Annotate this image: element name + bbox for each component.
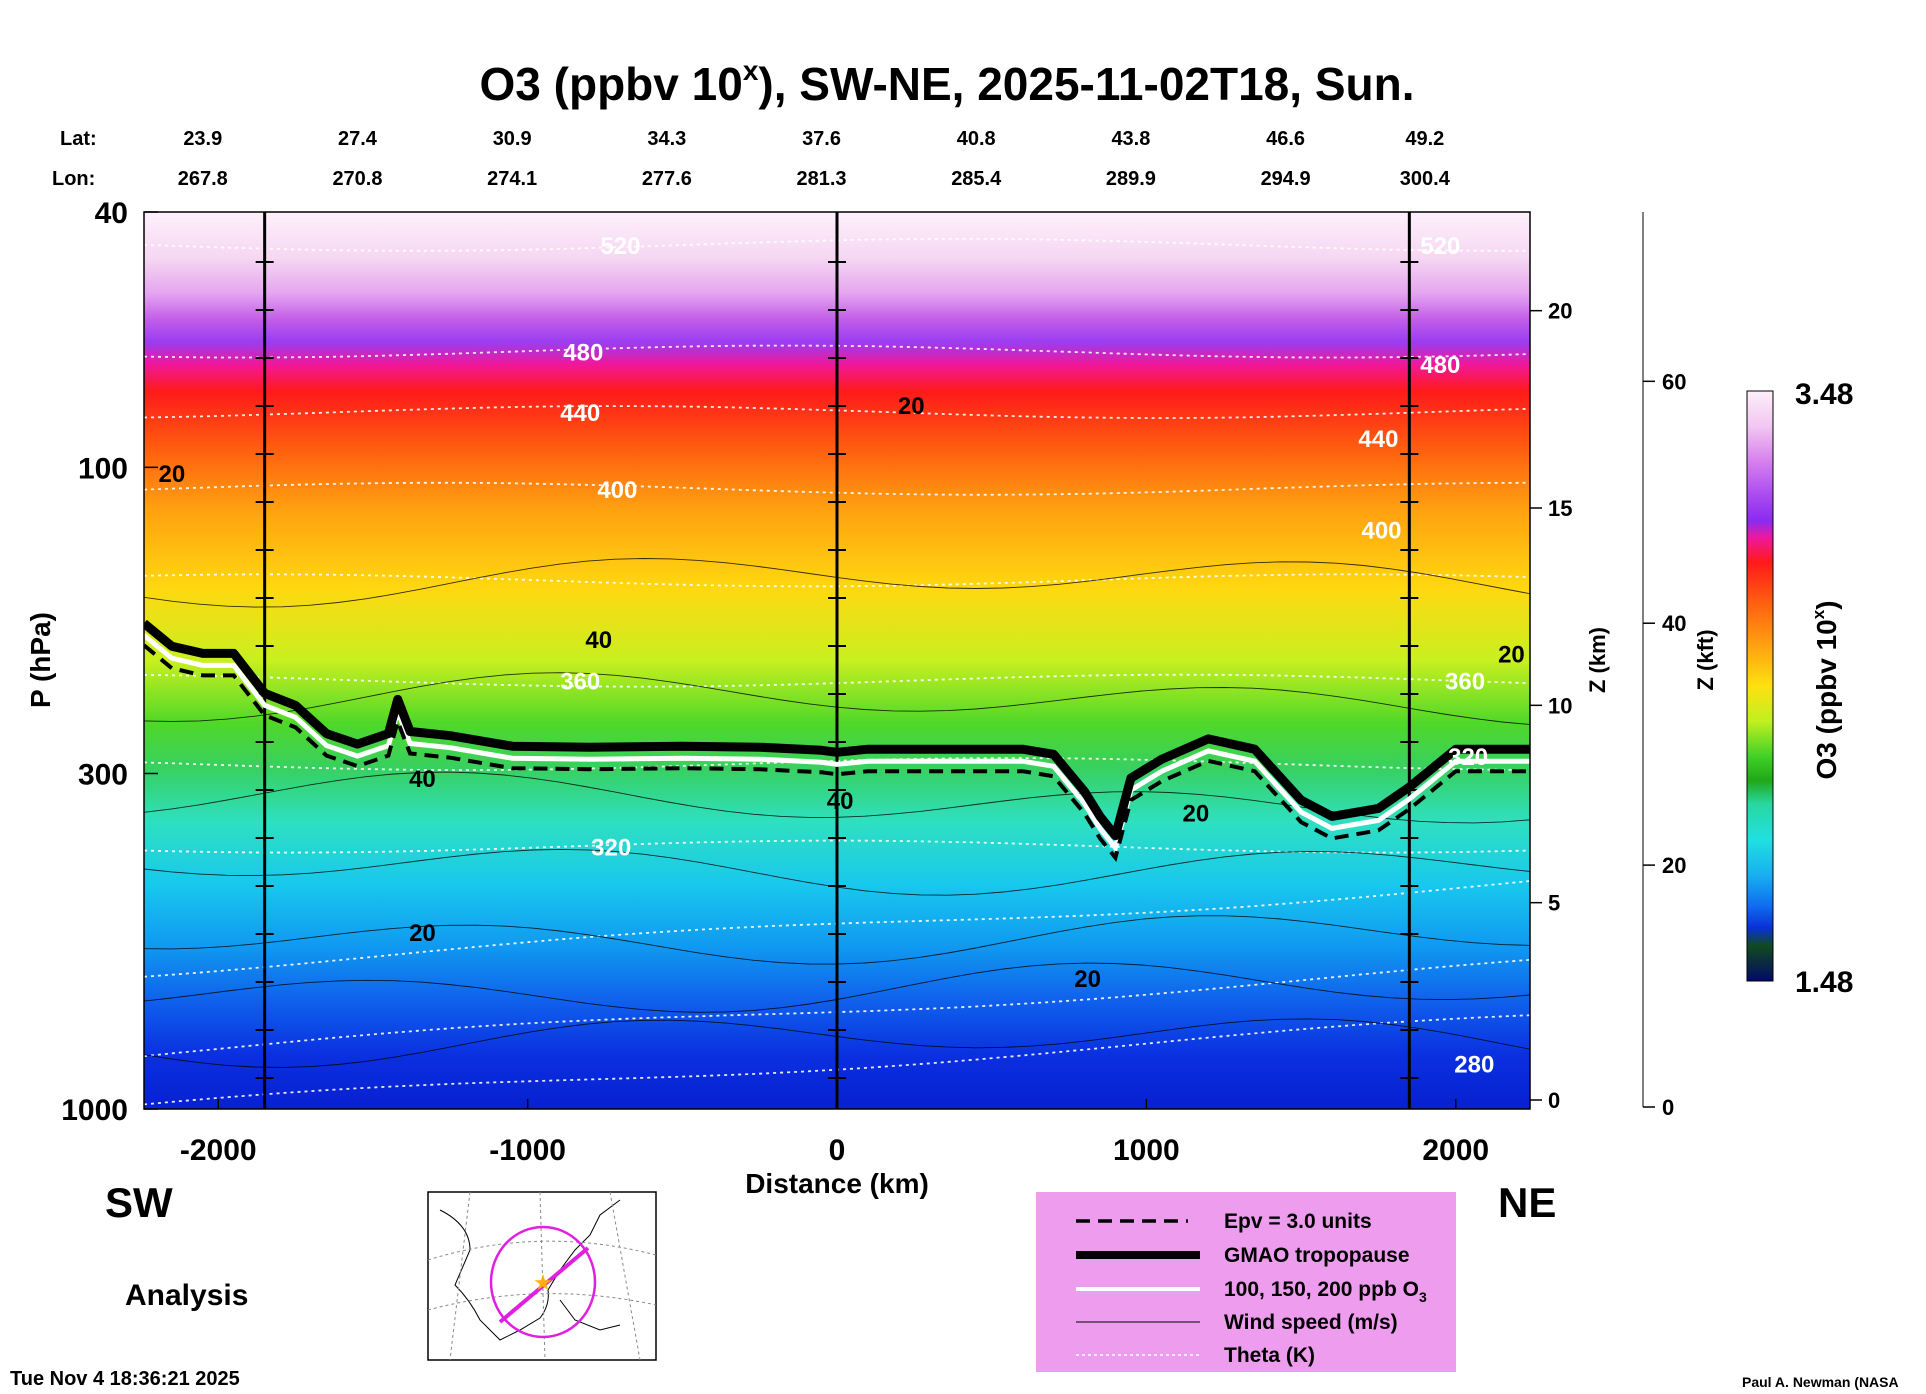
lon-value-7: 294.9	[1261, 168, 1311, 190]
z-km-tick-label-3: 15	[1548, 496, 1572, 521]
theta-label-11: 320	[1448, 744, 1488, 771]
lon-value-2: 274.1	[487, 168, 537, 190]
legend-label-ozone: 100, 150, 200 ppb O3	[1224, 1278, 1427, 1305]
z-km-tick-label-1: 5	[1548, 891, 1560, 916]
tropopause-line	[144, 619, 1530, 841]
theta-label-5: 320	[591, 835, 631, 862]
wind-label-8: 40	[827, 788, 854, 815]
z-kft-label: Z (kft)	[1693, 629, 1718, 690]
lon-value-6: 289.9	[1106, 168, 1156, 190]
x-axis-label: Distance (km)	[745, 1168, 929, 1199]
theta-label-9: 400	[1361, 518, 1401, 545]
lat-value-7: 46.6	[1266, 128, 1305, 150]
y-axis-label: P (hPa)	[25, 612, 56, 708]
lat-value-3: 34.3	[647, 128, 686, 150]
x-axis: -2000 -1000 0 1000 2000	[180, 1099, 1489, 1167]
lat-value-5: 40.8	[957, 128, 996, 150]
lon-label: Lon:	[52, 168, 95, 190]
wind-label-5: 20	[1074, 966, 1101, 993]
graticule	[427, 1191, 657, 1361]
z-km-axis: 0 5 10 15 20	[1529, 212, 1572, 1113]
inset-map: ★	[427, 1191, 657, 1361]
center-star-icon: ★	[533, 1270, 553, 1295]
colorbar	[1746, 390, 1774, 982]
range-circle	[489, 1225, 597, 1339]
lat-value-8: 49.2	[1405, 128, 1444, 150]
legend: Epv = 3.0 units GMAO tropopause 100, 150…	[1036, 1192, 1456, 1372]
theta-label-2: 440	[560, 400, 600, 427]
epv-contour	[144, 643, 1530, 863]
y-tick-label-0: 40	[95, 197, 128, 230]
x-tick-label-4: 2000	[1422, 1134, 1489, 1167]
x-tick-label-3: 1000	[1113, 1134, 1180, 1167]
y-tick-label-3: 1000	[61, 1094, 128, 1127]
theta-label-1: 480	[563, 340, 603, 367]
y-axis: 40 100 300 1000	[61, 197, 158, 1127]
lon-value-8: 300.4	[1400, 168, 1451, 190]
transect-line	[498, 1246, 590, 1324]
z-kft-tick-label-1: 20	[1662, 853, 1686, 878]
lat-label: Lat:	[60, 128, 97, 150]
z-kft-tick-label-3: 60	[1662, 369, 1686, 394]
theta-label-6: 520	[1420, 233, 1460, 260]
wind-label-2: 40	[585, 627, 612, 654]
theta-labels: 520 480 440 400 360 320 520 480 440 400 360 320 280	[560, 233, 1494, 1079]
colorbar-label: O3 (ppbv 10x)	[1809, 600, 1842, 779]
z-km-label: Z (km)	[1585, 627, 1610, 693]
coastline	[439, 1199, 621, 1341]
z-kft-tick-label-2: 40	[1662, 611, 1686, 636]
sw-label: SW	[105, 1179, 173, 1226]
theta-label-12: 280	[1454, 1052, 1494, 1079]
legend-label-tropopause: GMAO tropopause	[1224, 1244, 1410, 1267]
x-tick-label-0: -2000	[180, 1134, 257, 1167]
legend-label-theta: Theta (K)	[1224, 1344, 1315, 1367]
lon-value-0: 267.8	[178, 168, 228, 190]
colorbar-min: 1.48	[1795, 966, 1853, 999]
lon-value-5: 285.4	[951, 168, 1002, 190]
chart-title: O3 (ppbv 10x), SW-NE, 2025-11-02T18, Sun…	[480, 55, 1415, 110]
z-kft-tick-label-0: 0	[1662, 1095, 1674, 1120]
lat-value-2: 30.9	[493, 128, 532, 150]
theta-label-0: 520	[600, 233, 640, 260]
legend-label-wind: Wind speed (m/s)	[1224, 1311, 1398, 1334]
lat-value-4: 37.6	[802, 128, 841, 150]
z-km-tick-label-4: 20	[1548, 299, 1572, 324]
ozone-contour-white	[144, 633, 1530, 854]
lat-value-0: 23.9	[183, 128, 222, 150]
plot-area: 520480440400360320520480440400360320280 …	[144, 212, 1530, 1109]
z-km-tick-label-2: 10	[1548, 693, 1572, 718]
z-km-tick-label-0: 0	[1548, 1088, 1560, 1113]
wind-label-6: 20	[1183, 800, 1210, 827]
lon-value-1: 270.8	[332, 168, 382, 190]
colorbar-max: 3.48	[1795, 378, 1853, 411]
legend-label-epv: Epv = 3.0 units	[1224, 1210, 1372, 1233]
vertical-markers	[255, 212, 1419, 1109]
y-tick-label-1: 100	[78, 452, 128, 485]
wind-label-4: 20	[409, 920, 436, 947]
y-tick-label-2: 300	[78, 758, 128, 791]
lon-value-3: 277.6	[642, 168, 692, 190]
wind-labels: 20 20 40 40 20 20 20 20 40	[158, 393, 1524, 993]
analysis-label: Analysis	[125, 1279, 248, 1312]
lat-value-6: 43.8	[1111, 128, 1150, 150]
theta-label-10: 360	[1445, 669, 1485, 696]
theta-label-7: 480	[1420, 352, 1460, 379]
lat-lon-row: 23.9 267.8 27.4 270.8 30.9 274.1 34.3 277.6 37.6…	[178, 128, 1451, 190]
x-tick-label-1: -1000	[489, 1134, 566, 1167]
theta-label-8: 440	[1358, 426, 1398, 453]
theta-label-3: 400	[597, 477, 637, 504]
wind-label-7: 20	[1498, 641, 1525, 668]
credit: Paul A. Newman (NASA	[1742, 1374, 1899, 1390]
wind-label-3: 40	[409, 766, 436, 793]
wind-label-1: 20	[898, 393, 925, 420]
wind-label-0: 20	[158, 461, 185, 488]
x-tick-label-2: 0	[829, 1134, 846, 1167]
lon-value-4: 281.3	[797, 168, 847, 190]
z-kft-axis: 0 20 40 60	[1642, 212, 1686, 1120]
ne-label: NE	[1498, 1179, 1556, 1226]
lat-value-1: 27.4	[338, 128, 378, 150]
timestamp: Tue Nov 4 18:36:21 2025	[10, 1368, 240, 1390]
theta-label-4: 360	[560, 669, 600, 696]
